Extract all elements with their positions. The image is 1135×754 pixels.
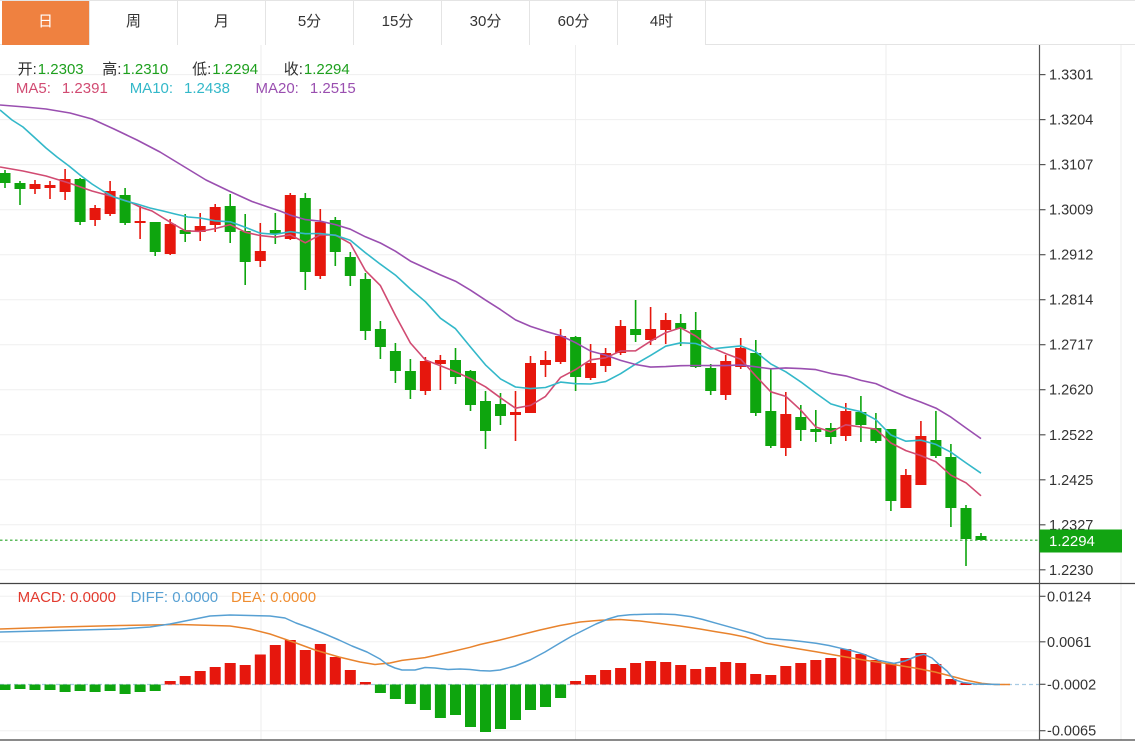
- svg-text:1.2912: 1.2912: [1049, 248, 1093, 264]
- svg-text:1.2522: 1.2522: [1049, 428, 1093, 444]
- svg-text:1.2717: 1.2717: [1049, 338, 1093, 354]
- svg-text:1.3009: 1.3009: [1049, 203, 1093, 219]
- svg-text:-0.0065: -0.0065: [1047, 724, 1096, 740]
- svg-text:1.3204: 1.3204: [1049, 113, 1093, 129]
- svg-text:1.2425: 1.2425: [1049, 473, 1093, 489]
- svg-text:-0.0002: -0.0002: [1047, 677, 1096, 693]
- svg-text:1.3301: 1.3301: [1049, 68, 1093, 84]
- svg-text:0.0061: 0.0061: [1047, 635, 1091, 651]
- svg-text:1.2294: 1.2294: [1049, 533, 1095, 550]
- svg-text:1.2230: 1.2230: [1049, 563, 1093, 579]
- svg-text:0.0124: 0.0124: [1047, 589, 1091, 605]
- svg-text:1.2620: 1.2620: [1049, 383, 1093, 399]
- svg-text:1.3107: 1.3107: [1049, 158, 1093, 174]
- svg-text:1.2814: 1.2814: [1049, 293, 1093, 309]
